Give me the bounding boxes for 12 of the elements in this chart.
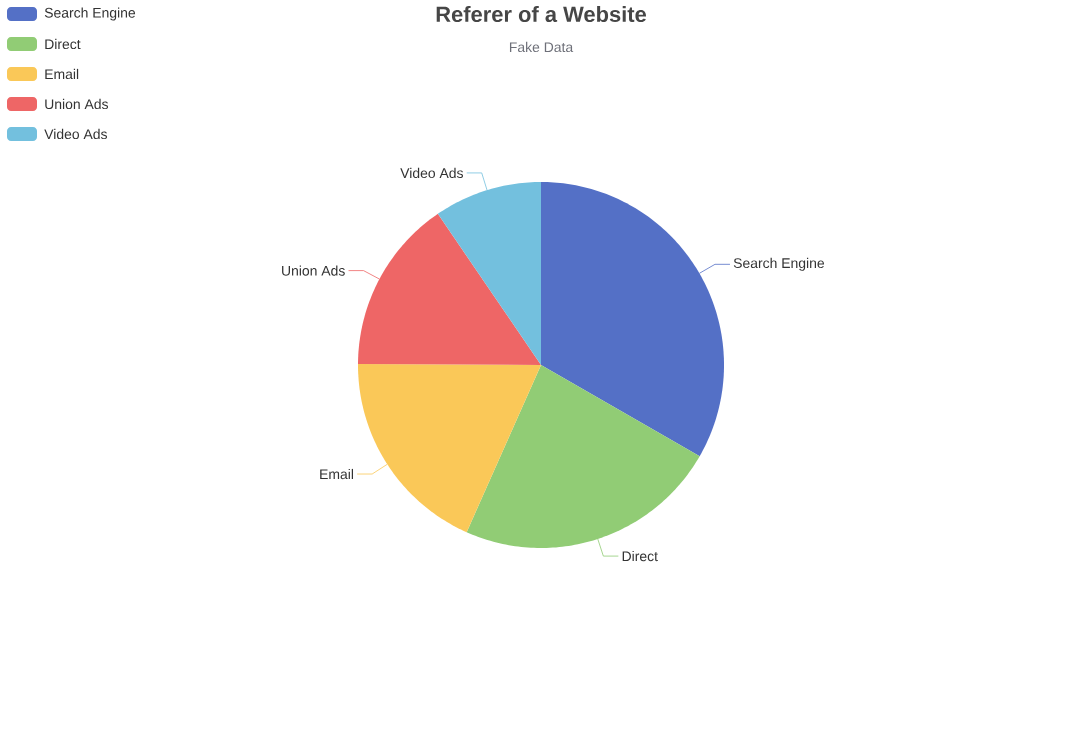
- legend-label: Video Ads: [44, 128, 108, 140]
- legend-label: Union Ads: [45, 98, 109, 110]
- legend-label: Direct: [45, 38, 81, 50]
- legend-label: Email: [45, 68, 79, 80]
- slice-label: Union Ads: [282, 265, 345, 276]
- chart-title: Referer of a Website: [436, 5, 647, 23]
- slice-label: Video Ads: [400, 167, 463, 179]
- slice-label: Email: [320, 468, 354, 480]
- text: Fake Data: [509, 41, 574, 53]
- slice-label: Search Engine: [733, 257, 825, 271]
- slice-label: Direct: [622, 550, 658, 562]
- legend-label: Search Engine: [44, 7, 136, 21]
